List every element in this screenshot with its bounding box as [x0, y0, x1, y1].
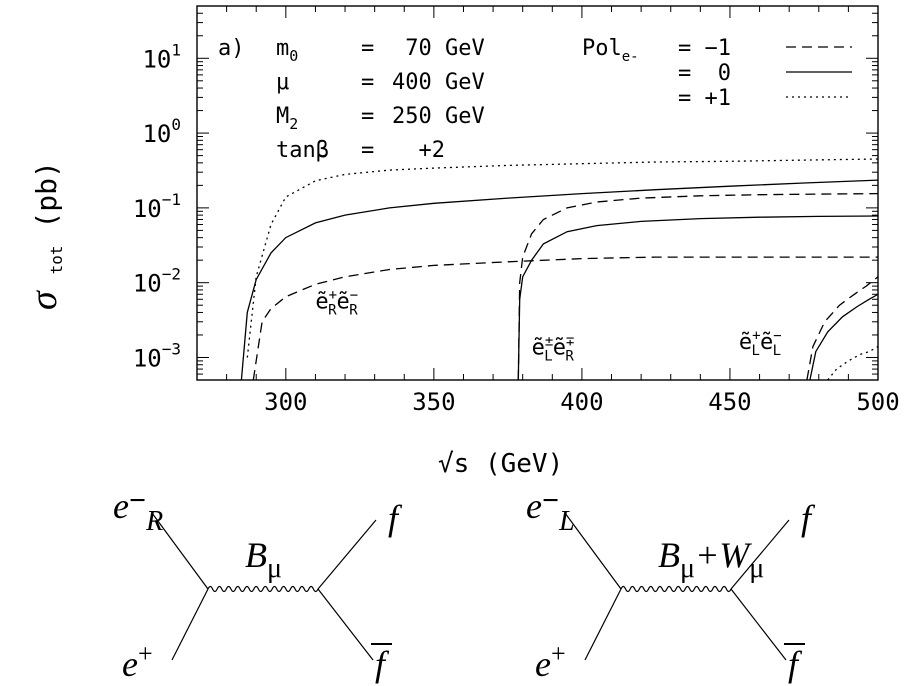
- x-tick-label: 500: [856, 388, 899, 416]
- parameter-name: tanβ: [276, 138, 329, 163]
- svg-text:σ tot (pb): σ tot (pb): [23, 161, 69, 310]
- parameter-name: μ: [276, 70, 289, 95]
- boson-propagator: [620, 585, 732, 593]
- incoming-bottom-label: e+: [535, 639, 566, 684]
- boson-label: Bμ+Wμ: [658, 535, 764, 584]
- y-tick-label: 101: [142, 40, 181, 73]
- incoming-top-label: e−L: [526, 484, 575, 537]
- incoming-bottom-label: e+: [122, 639, 153, 684]
- fermion-line-bottom-out: [730, 588, 787, 661]
- outgoing-top-label: f: [388, 498, 403, 538]
- parameter-block: m0 = 70 GeV μ = 400 GeV M2 = 250 GeV tanβ = +2: [276, 36, 485, 163]
- parameter-value: +2: [392, 138, 445, 163]
- parameter-value: 400 GeV: [392, 70, 485, 95]
- y-tick-label: 10−2: [133, 265, 181, 298]
- y-tick-label: 10−1: [133, 190, 181, 223]
- y-tick-label: 10−3: [133, 339, 181, 372]
- legend-label: = +1: [678, 86, 731, 111]
- series-line-solid: [517, 215, 878, 380]
- series-curves: [240, 158, 878, 380]
- x-tick-labels: 300 350 400 450 500: [264, 388, 900, 416]
- axis-ticks: [196, 5, 879, 381]
- series-line-dashed: [252, 256, 878, 380]
- fermion-line-bottom-in: [171, 588, 209, 661]
- process-label: ẽ+ Rẽ− R: [315, 288, 358, 319]
- y-tick-label: 100: [142, 115, 181, 148]
- legend-label: = 0: [678, 61, 731, 86]
- feynman-diagram-right: e−L e+ Bμ+Wμ f f: [526, 484, 816, 684]
- x-tick-label: 300: [264, 388, 307, 416]
- parameter-eq: =: [361, 138, 374, 163]
- parameter-value: 250 GeV: [392, 104, 485, 129]
- x-tick-label: 400: [560, 388, 603, 416]
- boson-propagator: [207, 585, 319, 593]
- process-label: ẽ+ Lẽ− L: [739, 328, 782, 359]
- x-axis-label: √s (GeV): [438, 449, 563, 479]
- series-line-solid: [240, 179, 878, 380]
- series-line-dashed: [517, 192, 878, 380]
- outgoing-top-label: f: [801, 498, 816, 538]
- series-line-solid: [809, 293, 878, 380]
- legend: Pole- = −1= 0= +1: [582, 36, 852, 111]
- parameter-eq: =: [361, 104, 374, 129]
- boson-label: Bμ: [245, 535, 282, 584]
- outgoing-bottom-label: f: [375, 644, 390, 684]
- y-axis-label: σ tot (pb): [23, 161, 69, 310]
- incoming-top-label: e−R: [113, 484, 163, 537]
- panel-label: a): [218, 36, 245, 61]
- fermion-line-top-out: [317, 519, 377, 590]
- fermion-line-bottom-out: [317, 588, 374, 661]
- legend-title: Pole-: [582, 36, 639, 65]
- legend-label: = −1: [678, 36, 731, 61]
- process-label: ẽ± Lẽ∓ R: [532, 333, 575, 364]
- y-axis-unit: (pb): [30, 161, 63, 228]
- fermion-line-top-out: [730, 519, 790, 590]
- parameter-eq: =: [361, 36, 374, 61]
- y-axis-sub: tot: [47, 245, 66, 274]
- fermion-line-top-in: [564, 512, 622, 590]
- parameter-name: M2: [276, 104, 298, 133]
- outgoing-bottom-label: f: [788, 644, 803, 684]
- parameter-name: m0: [276, 36, 298, 65]
- y-axis-symbol: σ: [23, 290, 65, 310]
- x-tick-label: 450: [708, 388, 751, 416]
- parameter-eq: =: [361, 70, 374, 95]
- feynman-diagram-left: e−R e+ Bμ f f: [113, 484, 403, 684]
- series-line-dotted: [246, 158, 878, 358]
- process-labels: ẽ+ Rẽ− R ẽ± Lẽ∓ R ẽ+ Lẽ− L: [315, 288, 781, 365]
- series-line-dotted: [827, 346, 878, 380]
- fermion-line-bottom-in: [584, 588, 622, 661]
- y-tick-labels: 101 100 10−1 10−2 10−3: [133, 40, 181, 372]
- plot-frame: [196, 5, 879, 381]
- series-line-dashed: [806, 276, 878, 380]
- fermion-line-top-in: [151, 512, 209, 590]
- parameter-value: 70 GeV: [392, 36, 485, 61]
- x-tick-label: 350: [412, 388, 455, 416]
